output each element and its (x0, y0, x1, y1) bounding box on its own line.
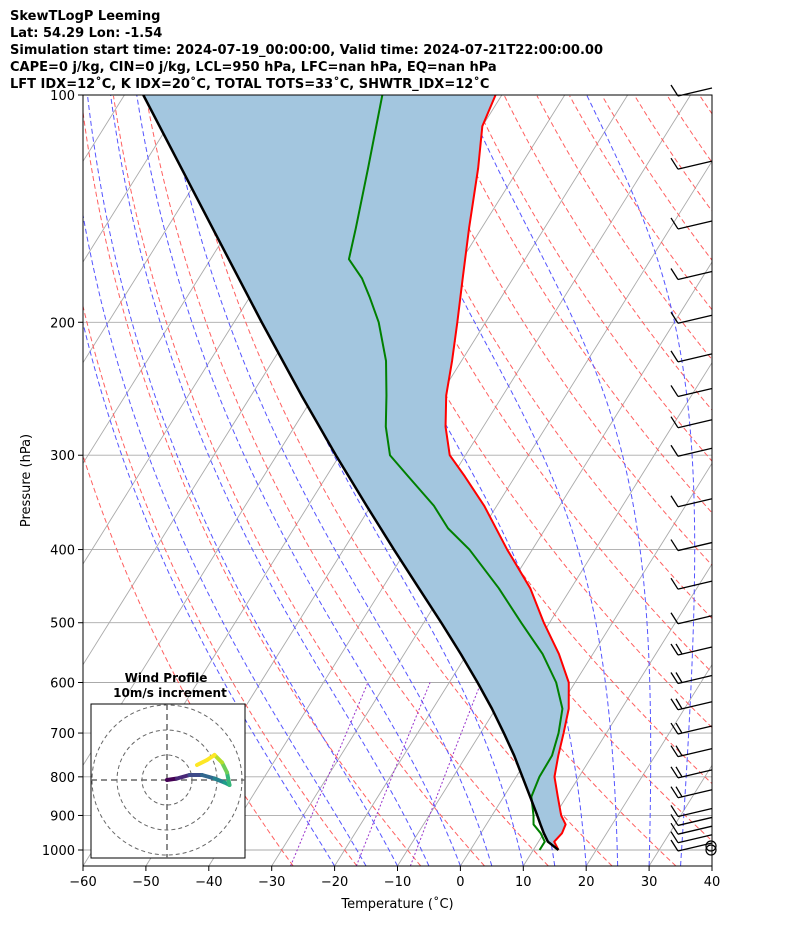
dry-adiabat (666, 95, 712, 164)
dry-adiabat (145, 95, 549, 866)
y-tick-label: 300 (50, 449, 75, 464)
isotherm-line (775, 95, 794, 866)
y-tick-label: 800 (50, 771, 75, 786)
wind-barb (670, 495, 713, 508)
y-tick-label: 1000 (42, 844, 75, 859)
hodograph-segment (175, 773, 192, 781)
y-tick-label: 100 (50, 89, 75, 104)
isotherm-line (83, 95, 251, 364)
wind-barb (670, 643, 713, 656)
chart-title-block: SkewTLogP Leeming Lat: 54.29 Lon: -1.54 … (10, 8, 603, 93)
isotherm-line (648, 764, 712, 866)
wind-barb (670, 268, 713, 281)
moist-adiabat (86, 95, 398, 866)
x-axis-label: Temperature (˚C) (340, 896, 453, 912)
cape-line: CAPE=0 j/kg, CIN=0 j/kg, LCL=950 hPa, LF… (10, 60, 497, 75)
isotherm-line (271, 160, 712, 866)
wind-barb (670, 539, 713, 552)
moist-adiabat (83, 320, 336, 866)
x-tick-label: −10 (384, 875, 411, 890)
moist-adiabat (166, 95, 493, 866)
temperature-line (444, 95, 570, 851)
wind-barb (670, 217, 713, 230)
wind-barb (670, 831, 713, 844)
wind-barb (670, 416, 713, 429)
time-line: Simulation start time: 2024-07-19_00:00:… (10, 43, 603, 58)
x-tick-label: −50 (132, 875, 159, 890)
x-tick-label: −30 (258, 875, 285, 890)
isotherm-line (522, 563, 712, 866)
parcel-line (142, 95, 560, 851)
dry-adiabat (699, 95, 712, 115)
wind-barb (670, 612, 713, 625)
plot-area (83, 95, 794, 866)
y-tick-label: 500 (50, 617, 75, 632)
x-tick-label: −40 (195, 875, 222, 890)
dry-adiabat (569, 95, 712, 311)
moist-adiabat (110, 95, 430, 866)
dry-adiabat (438, 95, 712, 514)
moist-adiabat (136, 95, 461, 866)
hodograph-segment (225, 770, 232, 787)
y-tick-label: 700 (50, 727, 75, 742)
x-tick-label: 20 (578, 875, 595, 890)
moist-adiabat (370, 95, 619, 866)
dry-adiabat (765, 96, 794, 866)
isotherm-line (334, 261, 712, 866)
calm-wind-circle (705, 844, 717, 856)
wind-barb (670, 444, 713, 457)
moist-adiabat (711, 860, 712, 866)
wind-barb (670, 84, 713, 97)
hodograph-segment (200, 773, 217, 781)
x-tick-label: 10 (515, 875, 532, 890)
x-tick-label: 30 (641, 875, 658, 890)
wind-barb (670, 766, 713, 779)
cin-cape-shading (143, 95, 569, 851)
x-tick-label: 40 (704, 875, 721, 890)
mixing-ratio-line (409, 682, 482, 866)
y-axis-label: Pressure (hPa) (19, 434, 34, 527)
calm-wind-circle (705, 840, 717, 852)
index-line: LFT IDX=12˚C, K IDX=20˚C, TOTAL TOTS=33˚… (10, 77, 490, 92)
x-tick-label: −20 (321, 875, 348, 890)
wind-barb (670, 698, 713, 711)
chart-title: SkewTLogP Leeming (10, 9, 161, 24)
wind-barb (670, 672, 713, 685)
isotherm-line (83, 95, 188, 263)
y-tick-label: 900 (50, 809, 75, 824)
moist-adiabat (586, 95, 696, 866)
wind-barb (670, 786, 713, 799)
wind-barb (670, 577, 713, 590)
hodograph-inset (90, 703, 246, 859)
y-tick-label: 400 (50, 544, 75, 559)
y-tick-label: 600 (50, 677, 75, 692)
location-line: Lat: 54.29 Lon: -1.54 (10, 26, 163, 41)
wind-barb (670, 385, 713, 398)
wind-barb (670, 350, 713, 363)
moist-adiabat (202, 95, 524, 866)
hodograph-segment (195, 758, 209, 767)
wind-barb (670, 157, 713, 170)
mixing-ratio-line (355, 682, 431, 866)
dry-adiabat (601, 95, 712, 262)
dry-adiabat (733, 96, 794, 866)
inset-title: Wind Profile (125, 671, 208, 685)
isotherm-line (585, 663, 712, 866)
wind-barb (670, 822, 713, 835)
wind-barb (670, 311, 713, 324)
dry-adiabat (504, 95, 712, 411)
wind-barb (670, 745, 713, 758)
dry-adiabat (112, 95, 485, 866)
y-tick-label: 200 (50, 316, 75, 331)
mixing-ratio-line (290, 682, 369, 866)
x-tick-label: −60 (69, 875, 96, 890)
wind-barb (670, 805, 713, 818)
inset-subtitle: 10m/s increment (113, 686, 227, 700)
isotherm-line (711, 865, 712, 866)
wind-barb (670, 814, 713, 827)
x-tick-label: 0 (456, 875, 464, 890)
wind-barb (670, 722, 713, 735)
